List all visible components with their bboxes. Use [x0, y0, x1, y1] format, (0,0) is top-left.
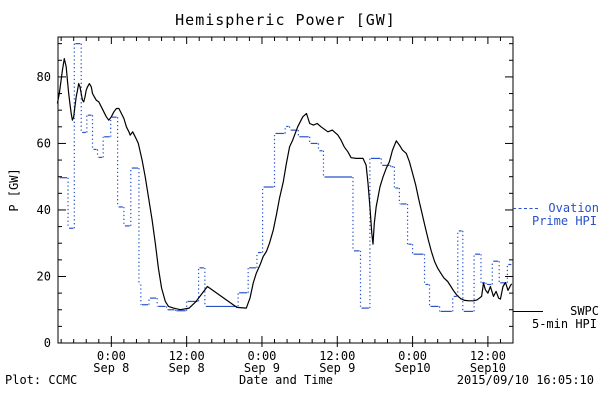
ovation-dashed-line-sample	[513, 208, 538, 209]
x-tick-date-label: Sep10	[395, 361, 431, 375]
x-tick-time-label: 12:00	[169, 349, 205, 363]
chart-title: Hemispheric Power [GW]	[175, 11, 396, 29]
x-tick-date-label: Sep 9	[244, 361, 280, 375]
x-tick-date-label: Sep10	[470, 361, 506, 375]
y-tick-label: 80	[37, 70, 51, 84]
x-tick-time-label: 12:00	[319, 349, 355, 363]
x-tick-date-label: Sep 9	[319, 361, 355, 375]
x-tick-time-label: 0:00	[97, 349, 126, 363]
x-axis-label: Date and Time	[239, 373, 333, 387]
plot-frame	[57, 36, 514, 344]
legend-ovation: Ovation Prime HPI	[513, 202, 599, 228]
y-tick-label: 60	[37, 136, 51, 150]
y-tick-label: 40	[37, 203, 51, 217]
x-tick-time-label: 0:00	[398, 349, 427, 363]
x-tick-time-label: 0:00	[248, 349, 277, 363]
x-tick-date-label: Sep 8	[169, 361, 205, 375]
legend-ovation-label-1: Ovation	[548, 201, 599, 215]
plot-credit: Plot: CCMC	[5, 373, 78, 387]
legend-swpc: SWPC 5-min HPI	[513, 305, 599, 331]
x-tick-date-label: Sep 8	[93, 361, 129, 375]
swpc-solid-line-sample	[513, 311, 543, 312]
legend-swpc-label-1: SWPC	[570, 304, 599, 318]
legend-swpc-label-2: 5-min HPI	[531, 317, 597, 331]
legend-ovation-label-2: Prime HPI	[531, 214, 597, 228]
plot-timestamp: 2015/09/10 16:05:10	[456, 373, 594, 387]
swpc-line	[56, 58, 513, 311]
y-axis-ticks: 0 20 40 60 80	[37, 43, 513, 350]
ovation-prime-series	[59, 43, 512, 313]
y-tick-label: 20	[37, 269, 51, 283]
y-tick-label: 0	[44, 336, 51, 350]
x-tick-time-label: 12:00	[470, 349, 506, 363]
